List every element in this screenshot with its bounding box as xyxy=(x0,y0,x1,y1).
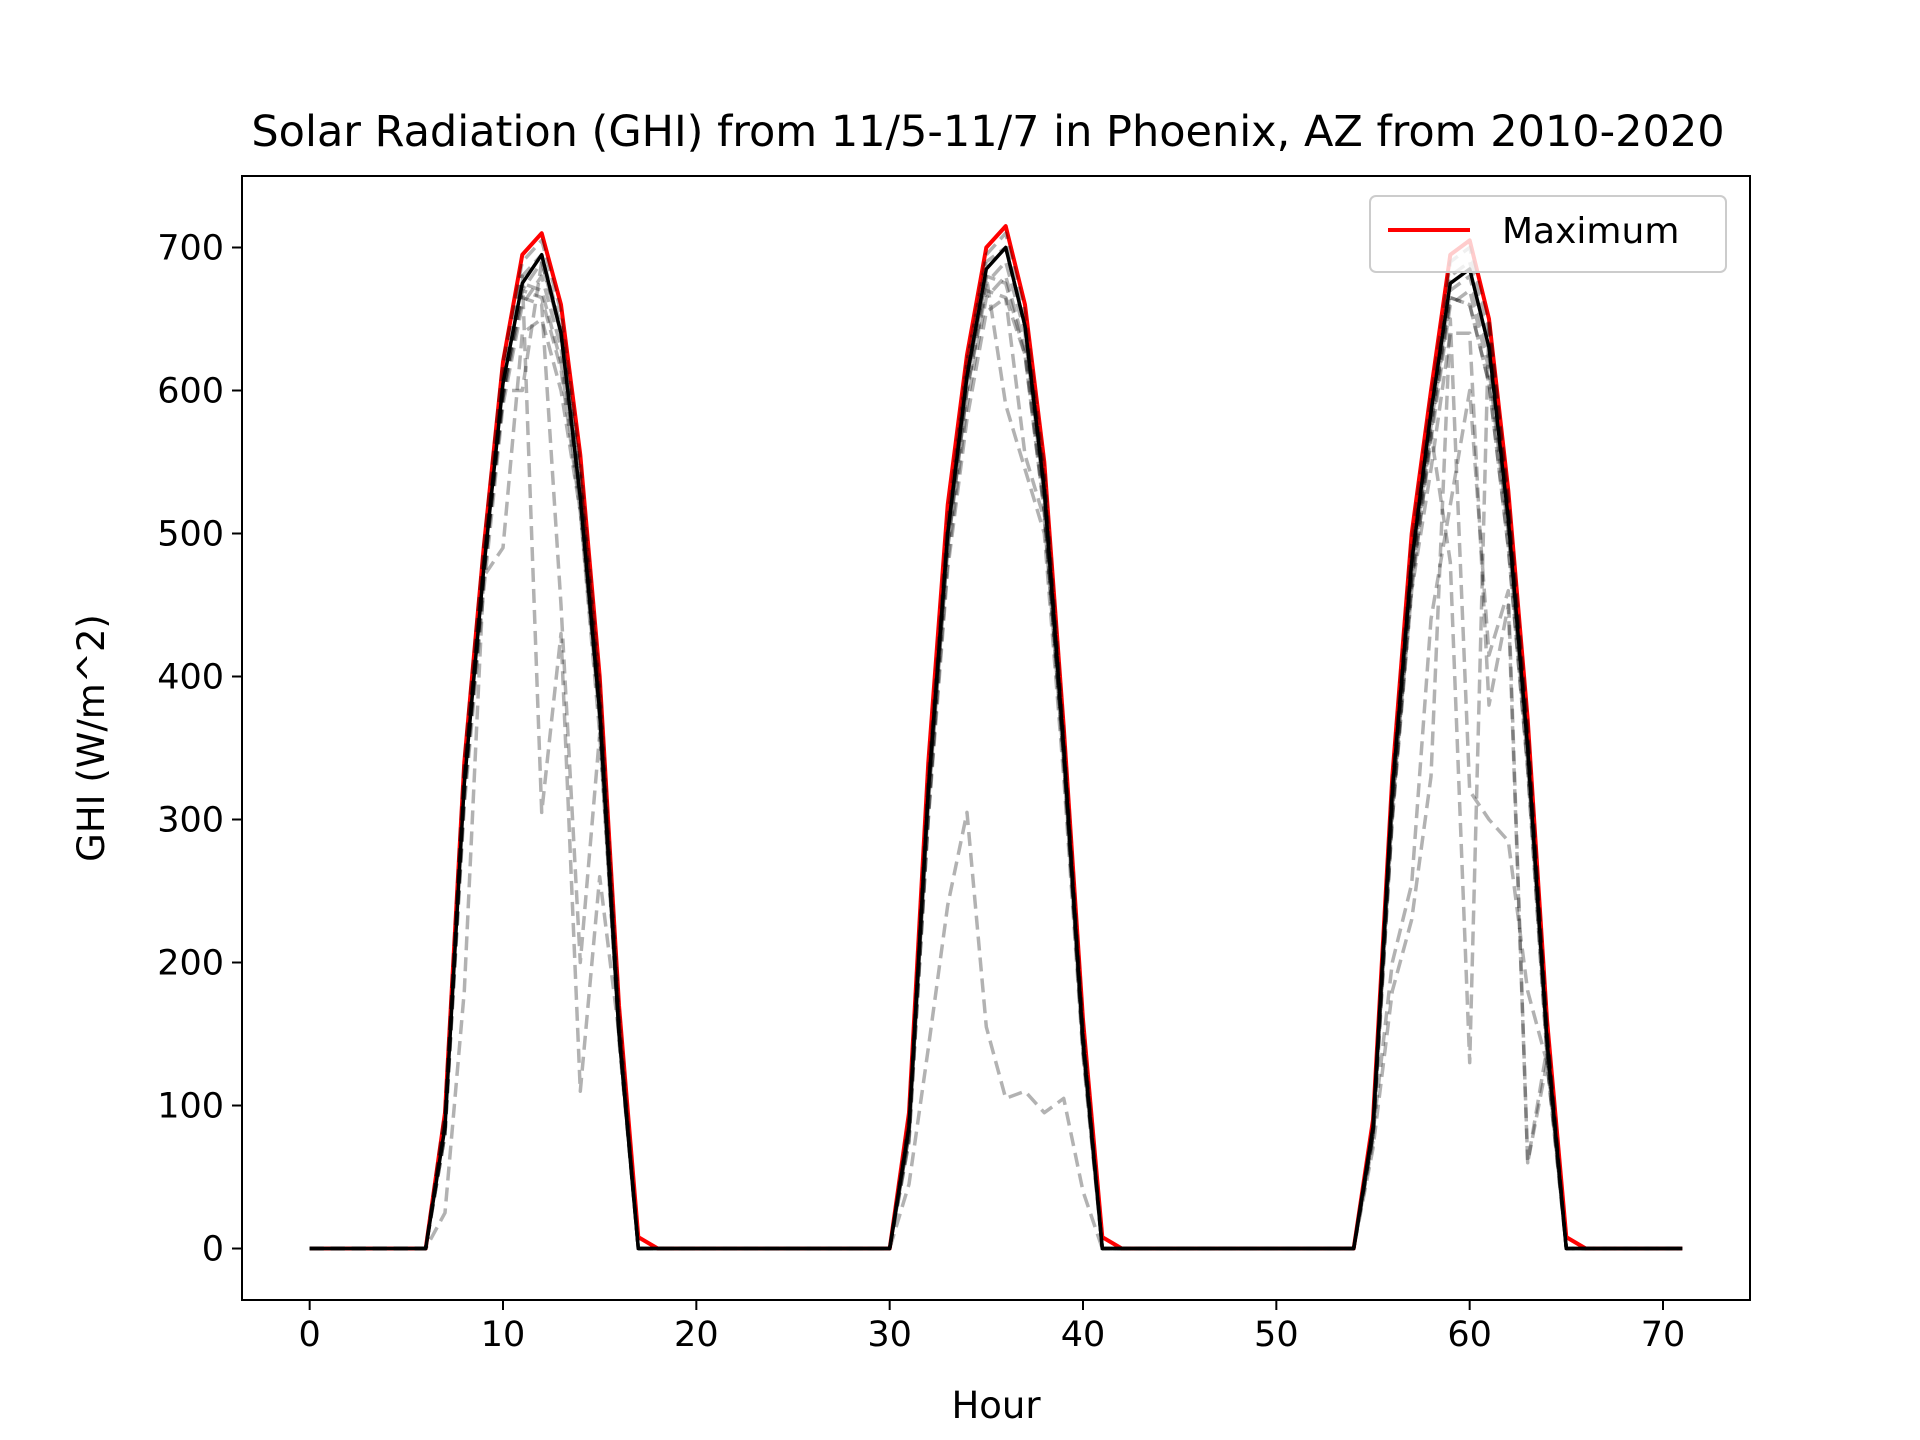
x-tick-label: 0 xyxy=(299,1315,321,1355)
x-axis: 0 10 20 30 40 50 60 70 xyxy=(299,1300,1686,1355)
series-line-dashed-4 xyxy=(309,274,1683,1251)
x-tick-label: 60 xyxy=(1447,1315,1492,1355)
legend-label-maximum: Maximum xyxy=(1502,211,1679,252)
series-line-dashed-3 xyxy=(309,260,1683,1251)
series-line-solid xyxy=(309,245,1683,1251)
x-axis-label: Hour xyxy=(951,1384,1041,1427)
series-line-dashed-6 xyxy=(309,288,1683,1251)
x-tick-label: 30 xyxy=(867,1315,912,1355)
x-tick-label: 40 xyxy=(1061,1315,1106,1355)
chart-title: Solar Radiation (GHI) from 11/5-11/7 in … xyxy=(251,107,1724,157)
series-line-dashed-9 xyxy=(309,295,1683,1251)
y-tick-label: 400 xyxy=(157,658,224,698)
y-tick-label: 700 xyxy=(157,229,224,269)
legend: Maximum xyxy=(1369,195,1727,273)
x-tick-label: 70 xyxy=(1641,1315,1686,1355)
series-line-dashed-5 xyxy=(309,274,1683,1251)
y-tick-label: 600 xyxy=(157,372,224,412)
x-tick-label: 10 xyxy=(481,1315,526,1355)
y-tick-label: 500 xyxy=(157,515,224,555)
y-tick-label: 200 xyxy=(157,944,224,984)
y-axis-label: GHI (W/m^2) xyxy=(70,614,113,862)
x-tick-label: 20 xyxy=(674,1315,719,1355)
y-tick-label: 300 xyxy=(157,801,224,841)
legend-box xyxy=(1369,195,1727,273)
y-tick-label: 100 xyxy=(157,1087,224,1127)
y-axis: 0 100 200 300 400 500 600 700 xyxy=(157,229,242,1270)
series-line-dashed-8 xyxy=(309,274,1683,1251)
x-tick-label: 50 xyxy=(1254,1315,1299,1355)
plot-frame xyxy=(241,175,1751,1301)
series-line-dashed-10 xyxy=(309,245,1683,1251)
y-tick-label: 0 xyxy=(202,1230,224,1270)
